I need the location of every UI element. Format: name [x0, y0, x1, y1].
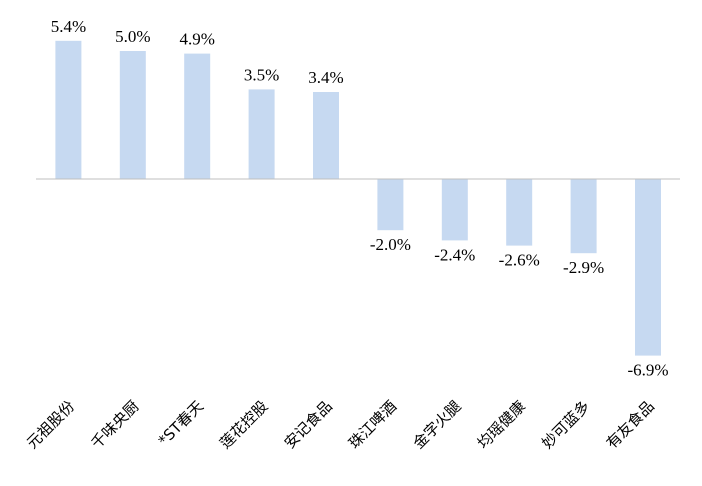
value-label-2: 5.0% — [115, 27, 150, 46]
bar-7 — [441, 179, 468, 241]
bar-8 — [506, 179, 533, 246]
value-label-8: -2.6% — [499, 251, 540, 270]
bar-3 — [184, 53, 211, 179]
category-label-8: 均瑶健康 — [474, 397, 529, 452]
value-label-6: -2.0% — [370, 235, 411, 254]
bar-1 — [55, 40, 82, 179]
category-label-9: 妙可蓝多 — [538, 397, 593, 452]
bar-4 — [248, 89, 275, 179]
value-labels-group: 5.4% 5.0% 4.9% 3.5% 3.4% -2.0% -2.4% -2.6% -2.9%… — [51, 17, 669, 380]
bar-6 — [377, 179, 404, 231]
value-label-1: 5.4% — [51, 17, 86, 36]
category-label-2: 千味央厨 — [87, 397, 142, 452]
value-label-10: -6.9% — [627, 361, 668, 380]
category-label-4: 莲花控股 — [216, 397, 271, 452]
category-label-5: 安记食品 — [281, 397, 336, 452]
category-labels-group: 元祖股份 千味央厨 *ST春天 莲花控股 安记食品 珠江啤酒 金字火腿 均瑶健康 妙可蓝多 有友食… — [23, 397, 658, 452]
category-label-7: 金字火腿 — [409, 397, 464, 452]
bar-10 — [635, 179, 661, 356]
category-label-1: 元祖股份 — [23, 397, 78, 452]
value-label-9: -2.9% — [563, 258, 604, 277]
bar-9 — [570, 179, 597, 254]
category-label-10: 有友食品 — [603, 397, 658, 452]
bars-group — [55, 40, 661, 356]
value-label-7: -2.4% — [434, 245, 475, 264]
category-label-6: 珠江啤酒 — [345, 397, 400, 452]
category-label-3: *ST春天 — [155, 397, 207, 449]
value-label-4: 3.5% — [244, 65, 279, 84]
value-label-3: 4.9% — [179, 30, 214, 49]
bar-5 — [313, 92, 339, 179]
value-label-5: 3.4% — [308, 68, 343, 87]
bar-2 — [119, 51, 146, 179]
